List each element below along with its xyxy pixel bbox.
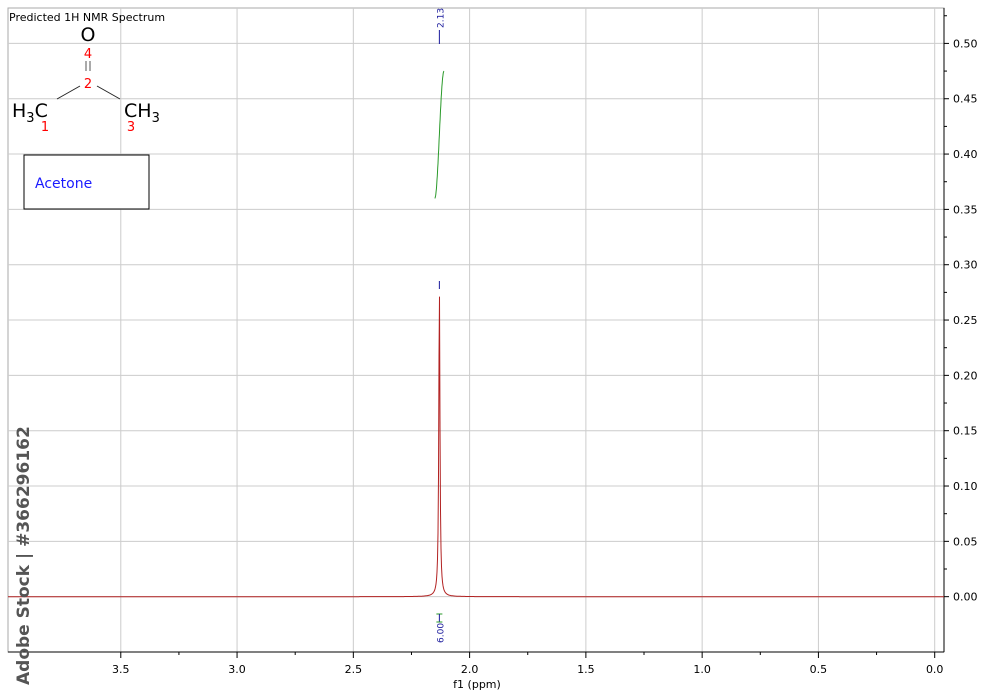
molecule-structure: O 4 2 H3C 1 CH3 3 [12, 24, 160, 135]
atom-number-4: 4 [84, 47, 92, 62]
atom-number-2: 2 [84, 77, 92, 92]
y-tick-label: 0.50 [953, 37, 978, 50]
x-tick-label: 0.0 [926, 663, 944, 676]
x-tick-label: 3.0 [228, 663, 246, 676]
y-tick-label: 0.15 [953, 425, 978, 438]
y-tick-label: 0.20 [953, 369, 978, 382]
compound-name: Acetone [35, 176, 92, 192]
y-tick-label: 0.00 [953, 591, 978, 604]
atom-number-1: 1 [41, 120, 49, 135]
y-tick-label: 0.45 [953, 93, 978, 106]
x-axis-label: f1 (ppm) [453, 678, 501, 691]
peak-label: 2.13 [436, 8, 446, 28]
compound-name-box [23, 154, 150, 210]
y-tick-label: 0.40 [953, 148, 978, 161]
x-tick-label: 1.5 [577, 663, 595, 676]
y-tick-label: 0.10 [953, 480, 978, 493]
watermark: Adobe Stock | #366296162 [14, 426, 34, 685]
x-tick-label: 2.0 [461, 663, 479, 676]
spectrum-line [8, 296, 944, 598]
y-tick-label: 0.30 [953, 259, 978, 272]
integral-curve [434, 70, 445, 199]
bond-left [56, 85, 81, 100]
axes: 3.5 3.0 2.5 2.0 1.5 1.0 0.5 0.0 0.00 0.05 0.10 0.15… [8, 8, 978, 676]
marks: 6.00 2.13 [8, 8, 944, 643]
x-tick-label: 1.0 [693, 663, 711, 676]
y-tick-label: 0.25 [953, 314, 978, 327]
atom-oxygen: O [81, 24, 96, 46]
y-tick-label: 0.05 [953, 535, 978, 548]
atom-number-3: 3 [127, 120, 135, 135]
bond-right [96, 85, 121, 100]
x-tick-label: 2.5 [345, 663, 363, 676]
integral-label: 6.00 [436, 623, 446, 643]
chart-title: Predicted 1H NMR Spectrum [9, 11, 165, 24]
x-tick-label: 0.5 [810, 663, 828, 676]
x-tick-label: 3.5 [112, 663, 130, 676]
y-tick-label: 0.35 [953, 203, 978, 216]
